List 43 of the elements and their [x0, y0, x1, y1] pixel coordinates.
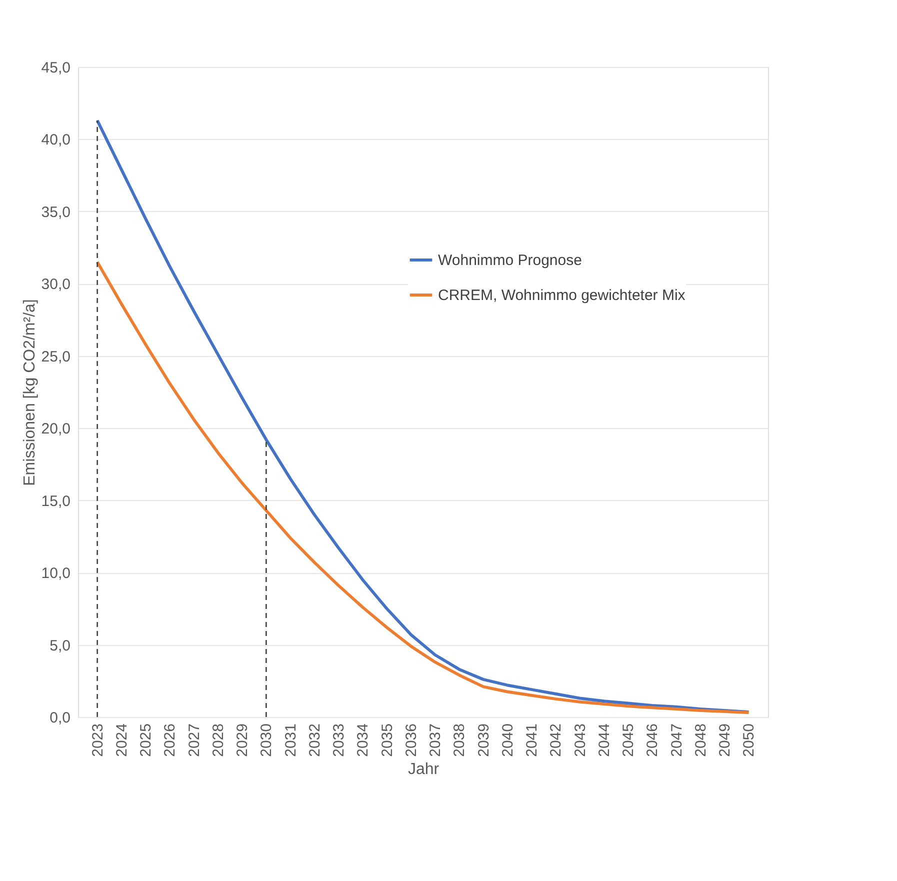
x-tick-label: 2028: [210, 724, 227, 757]
x-tick-label: 2039: [475, 724, 492, 757]
x-axis-title: Jahr: [408, 760, 440, 778]
y-tick-label: 30,0: [41, 276, 70, 294]
x-tick-label: 2038: [451, 724, 468, 757]
y-tick-label: 40,0: [41, 132, 70, 149]
x-tick-label: 2049: [716, 724, 734, 757]
x-tick-label: 2036: [402, 724, 420, 757]
x-tick-label: 2035: [378, 724, 396, 757]
x-tick-label: 2047: [668, 724, 686, 757]
y-tick-label: 20,0: [41, 420, 70, 438]
y-axis-title: Emissionen [kg CO2/m²/a]: [21, 299, 38, 486]
x-tick-label: 2048: [692, 724, 710, 757]
line-series: [96, 118, 750, 714]
x-tick-label: 2033: [330, 724, 348, 757]
x-tick-label: 2050: [740, 724, 758, 757]
y-tick-label: 10,0: [41, 565, 70, 582]
x-tick-label: 2044: [596, 724, 613, 757]
x-tick-label: 2034: [354, 724, 372, 757]
y-tick-label: 45,0: [41, 60, 70, 76]
x-tick-label: 2031: [282, 724, 300, 757]
x-tick-label: 2043: [572, 724, 589, 757]
x-tick-label: 2027: [186, 724, 203, 757]
x-tick-label: 2032: [306, 724, 324, 757]
y-tick-label: 0,0: [50, 710, 70, 726]
y-tick-label: 25,0: [41, 348, 70, 366]
legend-label: Wohnimmo Prognose: [438, 252, 582, 269]
x-tick-label: 2025: [138, 724, 155, 757]
x-tick-label: 2024: [113, 724, 130, 757]
y-tick-label: 35,0: [41, 204, 70, 221]
legend-label: CRREM, Wohnimmo gewichteter Mix: [438, 287, 686, 304]
x-tick-label: 2026: [162, 724, 179, 757]
x-tick-label: 2041: [524, 724, 541, 757]
x-tick-label: 2030: [258, 724, 276, 757]
x-tick-label: 2040: [499, 724, 516, 757]
y-tick-label: 5,0: [50, 637, 70, 654]
x-tick-label: 2045: [620, 724, 638, 757]
x-tick-label: 2023: [89, 724, 106, 757]
y-tick-label: 15,0: [41, 492, 70, 510]
x-tick-label: 2029: [234, 724, 252, 757]
x-tick-label: 2042: [548, 724, 565, 757]
x-tick-label: 2037: [427, 724, 444, 757]
x-tick-label: 2046: [644, 724, 662, 757]
